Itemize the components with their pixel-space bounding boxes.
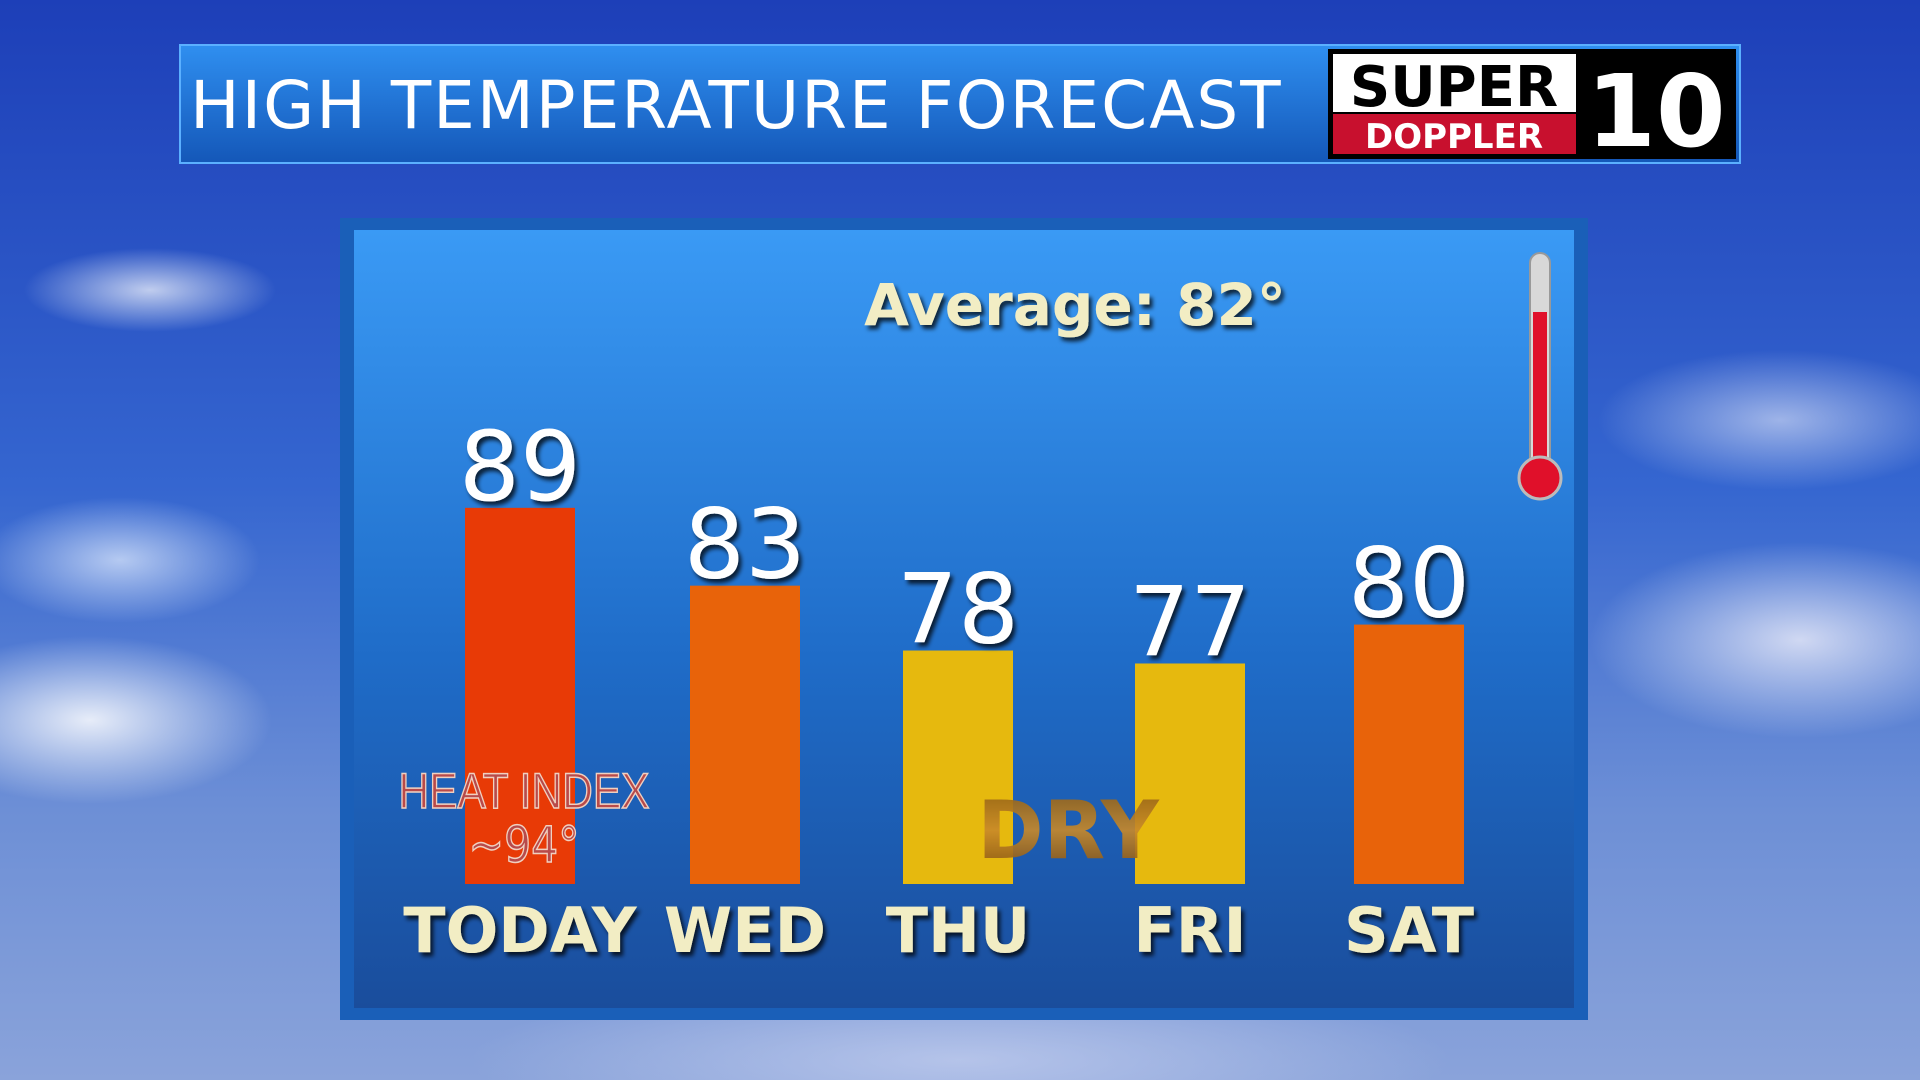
- bar: [1354, 624, 1464, 884]
- logo-channel: 10: [1586, 53, 1725, 170]
- bar: [903, 650, 1013, 884]
- value-label: 83: [684, 489, 806, 601]
- dry-note: DRY: [977, 784, 1160, 877]
- heat-index-label: HEAT INDEX: [398, 763, 649, 819]
- x-tick-label: WED: [664, 894, 826, 967]
- thermometer-bulb: [1517, 455, 1563, 501]
- bar: [690, 585, 800, 884]
- x-tick-label: SAT: [1344, 894, 1474, 967]
- logo-doppler: DOPPLER: [1365, 117, 1543, 157]
- logo: SUPER DOPPLER 10: [1328, 49, 1736, 170]
- bar: [465, 507, 575, 884]
- logo-super: SUPER: [1350, 55, 1558, 120]
- x-tick-label: FRI: [1133, 894, 1246, 967]
- average-annotation: Average: 82°: [864, 271, 1286, 339]
- value-label: 77: [1129, 566, 1251, 678]
- bar: [1135, 663, 1245, 884]
- chart-title: HIGH TEMPERATURE FORECAST: [190, 67, 1283, 144]
- x-tick-label: THU: [886, 894, 1031, 967]
- value-label: 89: [459, 411, 581, 523]
- thermometer-mercury: [1533, 312, 1547, 478]
- value-label: 78: [897, 554, 1019, 666]
- bars: 89 TODAY 83 WED 78 THU 77 FRI 80 SAT: [403, 411, 1474, 967]
- x-tick-label: TODAY: [403, 894, 638, 967]
- logo-super-bg: [1333, 54, 1576, 112]
- thermometer: [1517, 252, 1563, 501]
- logo-doppler-bg: [1333, 114, 1576, 154]
- value-label: 80: [1348, 528, 1470, 640]
- heat-index-value: ~94°: [469, 816, 580, 874]
